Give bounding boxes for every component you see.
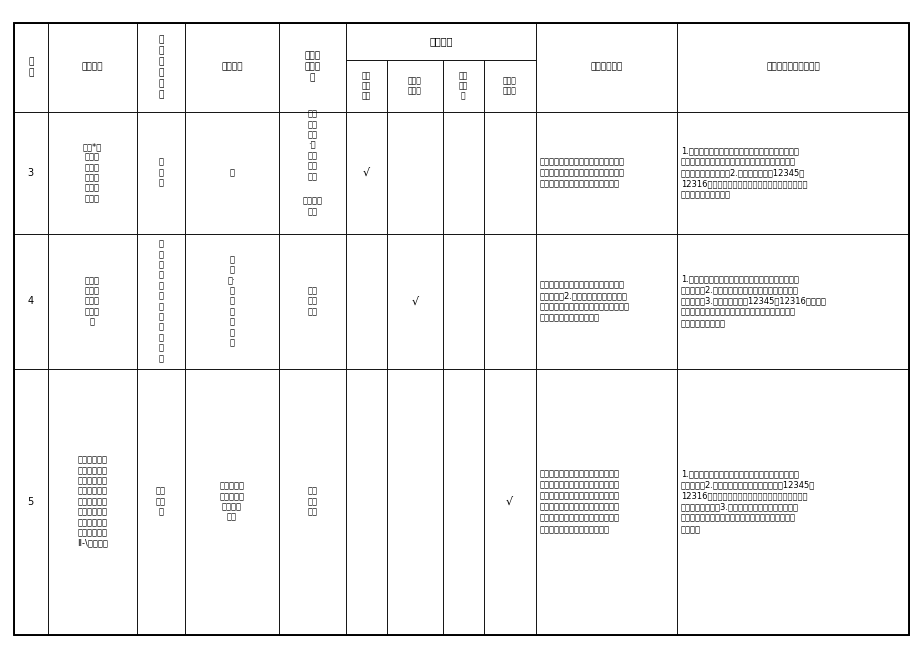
Bar: [14, 234, 48, 368]
Text: 设定依据: 设定依据: [221, 62, 243, 72]
Text: 审批层
级和部
门: 审批层 级和部 门: [304, 51, 320, 83]
Bar: [14, 111, 48, 234]
Text: 1.开展「双随机、一公开」监管，发现违法违规行为
依法查处。2.加强行业监测，强化社会监督（12345、
12316热线），将风险隐患、投诉举报较多的企业列
入: 1.开展「双随机、一公开」监管，发现违法违规行为 依法查处。2.加强行业监测，强…: [680, 469, 814, 534]
Text: 对大量元素水溶肥料、中量元素水溶
肥料、微量元素水溶肥料、农用氯化
鑂镁、农用硫酸鑂镁、复混肥料、掺
混肥料产品取消许可准入管理，改为
备案管理，生产企业登录肥: 对大量元素水溶肥料、中量元素水溶 肥料、微量元素水溶肥料、农用氯化 鑂镁、农用硫…: [539, 469, 618, 534]
Text: 华
共
准·
中
民
国
法
人
和: 华 共 准· 中 民 国 法 人 和: [228, 255, 235, 348]
Text: 改革方式: 改革方式: [428, 36, 452, 46]
Bar: [535, 23, 676, 111]
Bar: [48, 23, 137, 111]
Bar: [442, 60, 483, 111]
Text: 产
可
证: 产 可 证: [158, 158, 164, 187]
Bar: [346, 234, 387, 368]
Bar: [387, 60, 442, 111]
Bar: [387, 234, 442, 368]
Text: 1.开展「双随机、一公开」监管，根据风险程度，合
理确定抽查比例，对风险等级高的领域、投诉举报多
的企业实施重点监管。2.强化社会监督（12345、
12316: 1.开展「双随机、一公开」监管，根据风险程度，合 理确定抽查比例，对风险等级高的…: [680, 146, 806, 199]
Text: 审批改
为备案: 审批改 为备案: [407, 76, 421, 96]
Text: 许
产
业
证
种
产
，
可
正
水
苗
生: 许 产 业 证 种 产 ， 可 正 水 苗 生: [158, 240, 164, 363]
Bar: [483, 234, 535, 368]
Bar: [535, 111, 676, 234]
Bar: [535, 368, 676, 635]
Bar: [483, 111, 535, 234]
Text: 5: 5: [28, 497, 34, 506]
Bar: [442, 234, 483, 368]
Bar: [535, 234, 676, 368]
Bar: [137, 368, 185, 635]
Text: √: √: [362, 168, 369, 178]
Bar: [346, 60, 387, 111]
Text: 不再保留水产良种场类别，原有良种场
依法查处。2.对风险等级高、投诉举报
多的企业实施纳入一般水产苗种场管理，
不再实施特别的管理措施。: 不再保留水产良种场类别，原有良种场 依法查处。2.对风险等级高、投诉举报 多的企…: [539, 280, 629, 322]
Text: 具体改革举措: 具体改革举措: [590, 62, 622, 72]
Text: 农农
厅省
业村: 农农 厅省 业村: [307, 286, 317, 316]
Bar: [14, 368, 48, 635]
Bar: [442, 368, 483, 635]
Bar: [48, 368, 137, 635]
Bar: [278, 368, 346, 635]
Bar: [676, 234, 908, 368]
Bar: [278, 234, 346, 368]
Text: 农农
厅省
业村: 农农 厅省 业村: [307, 487, 317, 516]
Text: 4: 4: [28, 296, 34, 306]
Bar: [346, 111, 387, 234]
Text: 肥料登记（大
量元素水溶肥
料、中量元素
水溶肥料、微
量元素水溶肥
料、农用氯化
鑂镁、农用硫
酸鑂镁、腐肥
II-\掺激糊）: 肥料登记（大 量元素水溶肥 料、中量元素 水溶肥料、微 量元素水溶肥 料、农用氯…: [77, 456, 108, 547]
Bar: [346, 23, 535, 60]
Bar: [676, 111, 908, 234]
Bar: [185, 234, 278, 368]
Text: 加强事中事后监管措施: 加强事中事后监管措施: [766, 62, 819, 72]
Text: 省农业农
村厅: 省农业农 村厅: [302, 197, 322, 216]
Bar: [676, 23, 908, 111]
Text: 3: 3: [28, 168, 34, 178]
Bar: [346, 368, 387, 635]
Text: 管业
倒因
安堵
·农
基物
转生
全条: 管业 倒因 安堵 ·农 基物 转生 全条: [307, 109, 317, 181]
Text: 取消省级农业农村部门实施的转基因棉
花种子生产经营许可证核发（初审），
申请人直接向农业农村部提出申请。: 取消省级农业农村部门实施的转基因棉 花种子生产经营许可证核发（初审）， 申请人直…: [539, 157, 624, 188]
Bar: [185, 368, 278, 635]
Text: 产（*）
棉生许
发因子
苗核，
基种证
初转花: 产（*） 棉生许 发因子 苗核， 基种证 初转花: [83, 142, 102, 203]
Text: 可
件
称
许
证
名: 可 件 称 许 证 名: [158, 35, 164, 100]
Bar: [137, 234, 185, 368]
Text: √: √: [505, 497, 513, 506]
Text: 改革事项: 改革事项: [82, 62, 103, 72]
Text: 等行
知诺
实: 等行 知诺 实: [458, 71, 467, 101]
Text: 《中华人民
共和国土壤
污染防治
法》: 《中华人民 共和国土壤 污染防治 法》: [219, 482, 244, 521]
Bar: [442, 111, 483, 234]
Text: 许证种
产，发
的苗核
良水场
生: 许证种 产，发 的苗核 良水场 生: [85, 276, 100, 327]
Bar: [676, 368, 908, 635]
Text: 无: 无: [229, 168, 234, 177]
Bar: [48, 111, 137, 234]
Text: 联接
审消
批直: 联接 审消 批直: [361, 71, 370, 101]
Bar: [387, 111, 442, 234]
Text: 优化审
批服务: 优化审 批服务: [503, 76, 516, 96]
Bar: [137, 23, 185, 111]
Bar: [14, 23, 48, 111]
Bar: [185, 111, 278, 234]
Bar: [48, 234, 137, 368]
Bar: [278, 111, 346, 234]
Text: 1.开展「双随机、一公开」监管，发现违法违规行为
依法查处。2.对风险等级高、投诉举报多的企业实施
重点监管。3.强化社会监督（12345、12316热线），
: 1.开展「双随机、一公开」监管，发现违法违规行为 依法查处。2.对风险等级高、投…: [680, 275, 826, 328]
Text: 序
号: 序 号: [28, 57, 33, 77]
Text: 肥料
登记
证: 肥料 登记 证: [156, 487, 165, 516]
Bar: [483, 60, 535, 111]
Bar: [137, 111, 185, 234]
Bar: [185, 23, 278, 111]
Bar: [483, 368, 535, 635]
Text: √: √: [411, 296, 418, 306]
Bar: [278, 23, 346, 111]
Bar: [387, 368, 442, 635]
